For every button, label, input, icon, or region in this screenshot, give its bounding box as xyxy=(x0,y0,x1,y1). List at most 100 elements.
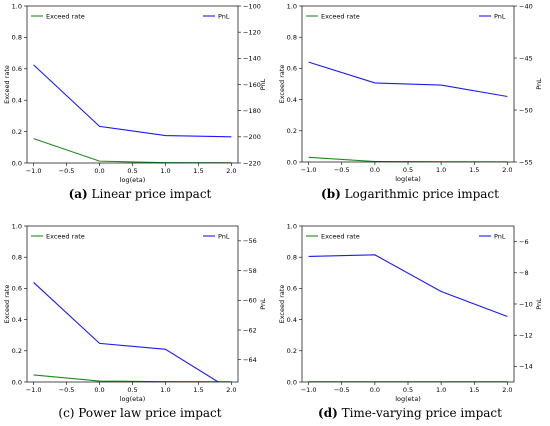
y-left-tick-label: 0.2 xyxy=(287,347,297,355)
plot-frame xyxy=(26,5,239,164)
y-left-tick-label: 0.8 xyxy=(287,254,297,262)
caption-text: Time-varying price impact xyxy=(338,406,502,420)
legend-label-pnl: PnL xyxy=(494,12,506,20)
chart-panel-4: −1.0 −0.5 0.0 0.5 1.0 1.5 2.0 0.0 0.2 0.4 0.6 0.8 1.… xyxy=(278,222,543,420)
y-right-tick-label: −58 xyxy=(243,267,257,275)
y-right-tick-label: −6 xyxy=(519,238,529,246)
y-right-tick-label: −45 xyxy=(519,54,533,62)
chart-panel-2: −1.0 −0.5 0.0 0.5 1.0 1.5 2.0 0.0 0.2 0.4 0.6 0.8 1.… xyxy=(278,2,543,201)
y-left-tick-label: 0.6 xyxy=(12,65,22,73)
x-tick-label: 2.0 xyxy=(226,167,236,175)
y-right-tick-label: −55 xyxy=(519,158,533,166)
y-right-tick-label: −180 xyxy=(243,107,261,115)
y-right-tick-label: −62 xyxy=(243,326,257,334)
legend-label-exceed-rate: Exceed rate xyxy=(321,232,360,240)
x-tick-label: 0.5 xyxy=(127,167,137,175)
y-right-axis-label: PnL xyxy=(535,298,543,310)
series-line-pnl xyxy=(33,282,219,382)
figure-caption: (b) Logarithmic price impact xyxy=(321,187,499,201)
y-left-tick-label: 1.0 xyxy=(287,2,297,10)
x-axis-label: log(eta) xyxy=(395,175,421,183)
y-left-tick-label: 0.0 xyxy=(287,158,297,166)
plot-frame xyxy=(26,225,239,383)
x-tick-label: 1.5 xyxy=(193,167,203,175)
chart-panel-3: −1.0 −0.5 0.0 0.5 1.0 1.5 2.0 0.0 0.2 0.4 0.6 0.8 1.… xyxy=(3,222,267,420)
x-tick-label: 1.0 xyxy=(160,386,170,394)
x-tick-label: −1.0 xyxy=(26,386,42,394)
x-tick-label: 0.0 xyxy=(370,166,380,174)
y-right-tick-label: −140 xyxy=(243,55,261,63)
chart-panel-1: −1.0 −0.5 0.0 0.5 1.0 1.5 2.0 0.0 0.2 0.4 0.6 0.8 1.… xyxy=(3,2,267,201)
y-left-tick-label: 0.8 xyxy=(287,34,297,42)
x-tick-label: 0.0 xyxy=(370,386,380,394)
y-right-tick-label: −100 xyxy=(243,2,261,10)
y-right-axis-label: PnL xyxy=(259,78,267,90)
series-line-pnl xyxy=(308,254,508,317)
y-left-tick-label: 0.8 xyxy=(12,34,22,42)
x-tick-label: 2.0 xyxy=(502,386,512,394)
x-axis-label: log(eta) xyxy=(395,395,421,403)
x-tick-label: 0.0 xyxy=(94,386,104,394)
x-tick-label: 0.5 xyxy=(403,386,413,394)
figure-caption: (a) Linear price impact xyxy=(69,187,212,201)
x-tick-label: −1.0 xyxy=(301,166,317,174)
series-line-pnl xyxy=(308,61,508,98)
x-tick-label: 1.0 xyxy=(436,386,446,394)
y-left-axis-label: Exceed rate xyxy=(278,65,286,104)
y-left-tick-label: 1.0 xyxy=(287,222,297,230)
legend-label-pnl: PnL xyxy=(218,12,230,20)
caption-letter: (a) xyxy=(69,187,88,201)
x-tick-label: 1.5 xyxy=(193,386,203,394)
legend-label-exceed-rate: Exceed rate xyxy=(321,12,360,20)
y-left-tick-label: 0.6 xyxy=(287,285,297,293)
figure-caption: (d) Time-varying price impact xyxy=(318,406,502,420)
x-tick-label: 0.5 xyxy=(127,386,137,394)
y-left-tick-label: 0.0 xyxy=(12,159,22,167)
y-left-tick-label: 0.4 xyxy=(12,97,22,105)
y-left-tick-label: 1.0 xyxy=(12,222,22,230)
plot-frame xyxy=(301,225,515,383)
x-tick-label: 1.5 xyxy=(469,166,479,174)
series-line-exceed-rate xyxy=(308,156,508,162)
y-left-tick-label: 0.2 xyxy=(287,127,297,135)
y-right-tick-label: −220 xyxy=(243,159,261,167)
y-right-tick-label: −10 xyxy=(519,300,533,308)
legend-label-pnl: PnL xyxy=(218,232,230,240)
legend-label-exceed-rate: Exceed rate xyxy=(46,12,85,20)
x-tick-label: 1.0 xyxy=(436,166,446,174)
y-left-axis-label: Exceed rate xyxy=(3,65,11,104)
y-right-tick-label: −64 xyxy=(243,356,257,364)
series-line-exceed-rate xyxy=(33,374,232,382)
caption-text: Power law price impact xyxy=(74,406,221,420)
x-axis-label: log(eta) xyxy=(120,176,146,184)
legend-label-pnl: PnL xyxy=(494,232,506,240)
y-right-tick-label: −120 xyxy=(243,28,261,36)
y-left-tick-label: 0.2 xyxy=(12,128,22,136)
y-right-tick-label: −56 xyxy=(243,237,257,245)
x-tick-label: 2.0 xyxy=(502,166,512,174)
y-right-axis-label: PnL xyxy=(259,298,267,310)
caption-text: Linear price impact xyxy=(88,187,212,201)
caption-letter: (b) xyxy=(321,187,341,201)
x-tick-label: −0.5 xyxy=(59,386,75,394)
y-left-tick-label: 0.4 xyxy=(12,316,22,324)
y-left-axis-label: Exceed rate xyxy=(3,285,11,324)
x-tick-label: 1.5 xyxy=(469,386,479,394)
y-left-tick-label: 0.2 xyxy=(12,347,22,355)
y-right-tick-label: −200 xyxy=(243,133,261,141)
caption-letter: (d) xyxy=(318,406,338,420)
y-left-tick-label: 0.6 xyxy=(287,65,297,73)
x-tick-label: −0.5 xyxy=(59,167,75,175)
y-left-tick-label: 0.8 xyxy=(12,254,22,262)
x-axis-label: log(eta) xyxy=(120,395,146,403)
y-right-tick-label: −8 xyxy=(519,269,529,277)
y-left-tick-label: 1.0 xyxy=(12,2,22,10)
y-right-axis-label: PnL xyxy=(535,78,543,90)
y-left-tick-label: 0.0 xyxy=(12,378,22,386)
series-line-exceed-rate xyxy=(33,138,232,163)
y-right-tick-label: −50 xyxy=(519,106,533,114)
x-tick-label: −0.5 xyxy=(334,386,350,394)
x-tick-label: −1.0 xyxy=(26,167,42,175)
y-left-tick-label: 0.4 xyxy=(287,316,297,324)
x-tick-label: 0.0 xyxy=(94,167,104,175)
